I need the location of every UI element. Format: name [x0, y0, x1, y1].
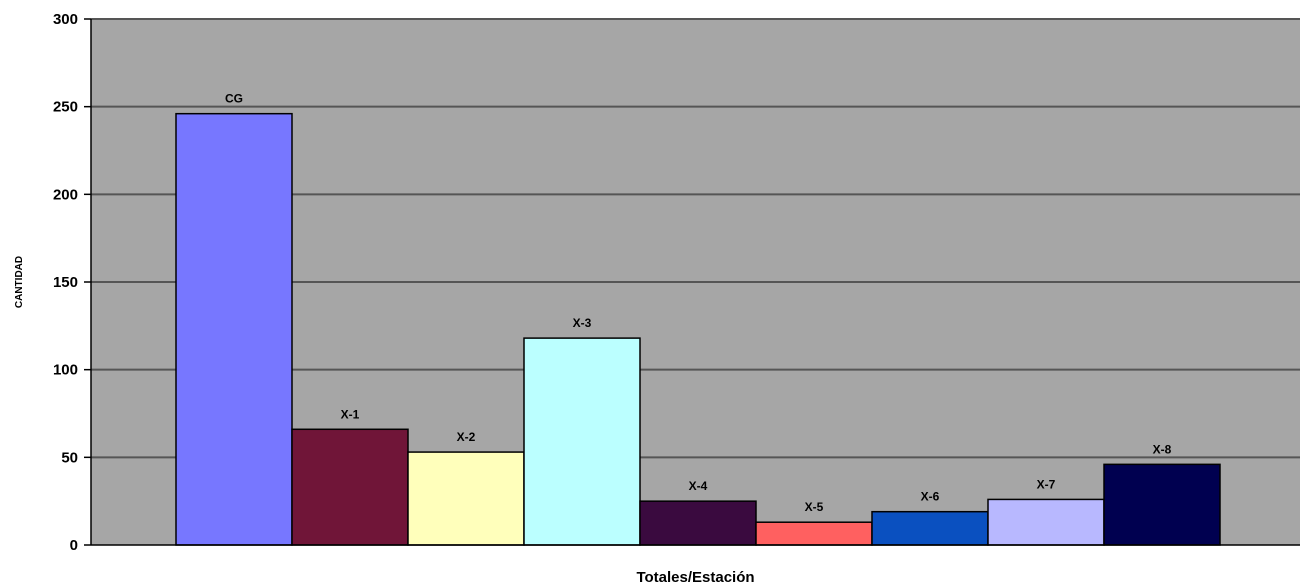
bar-label-x-6: X-6	[921, 490, 940, 504]
y-tick-label: 200	[53, 186, 78, 203]
bar-x-4	[639, 500, 757, 546]
bar-label-x-3: X-3	[573, 316, 592, 330]
bar-x-3	[523, 337, 641, 546]
y-tick-label: 150	[53, 274, 78, 291]
bars	[175, 112, 1221, 546]
y-tick-label: 250	[53, 99, 78, 116]
bar-x-2	[407, 451, 525, 546]
bar-label-x-2: X-2	[457, 430, 476, 444]
y-axis: 0 50 100 150 200 250 300	[53, 11, 1300, 554]
bar-x-6	[871, 510, 989, 546]
bar-label-x-1: X-1	[341, 407, 360, 421]
y-tick-label: 0	[70, 537, 78, 554]
y-tick-label: 50	[61, 449, 78, 466]
bar-x-8	[1103, 463, 1221, 546]
bar-label-cg: CG	[225, 92, 243, 106]
bar-x-5	[755, 521, 873, 546]
y-axis-title: CANTIDAD	[14, 256, 25, 308]
bar-labels: CG X-1 X-2 X-3 X-4 X-5 X-6 X-7 X-8	[225, 92, 1172, 515]
y-tick-label: 300	[53, 11, 78, 28]
bar-label-x-8: X-8	[1153, 442, 1172, 456]
bar-cg	[175, 112, 293, 546]
bar-label-x-4: X-4	[689, 479, 708, 493]
bar-x-7	[987, 498, 1105, 546]
bar-x-1	[291, 428, 409, 546]
x-axis-title: Totales/Estación	[636, 569, 754, 586]
bar-label-x-7: X-7	[1037, 477, 1056, 491]
bar-label-x-5: X-5	[805, 500, 824, 514]
y-tick-label: 100	[53, 362, 78, 379]
